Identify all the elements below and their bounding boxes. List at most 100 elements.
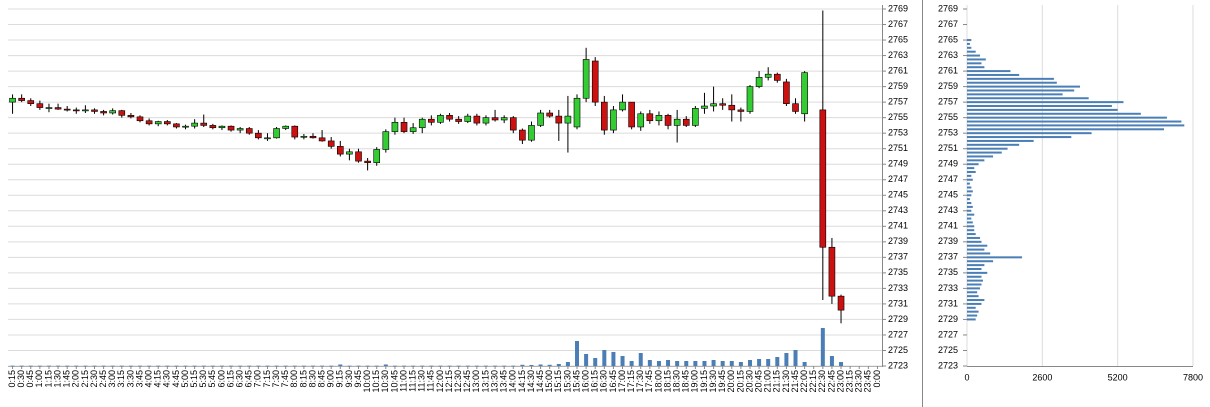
candle-body <box>537 112 544 126</box>
profile-bar <box>967 314 978 317</box>
volume-bar <box>92 365 97 367</box>
volume-bar <box>219 365 224 367</box>
profile-bar <box>967 209 972 212</box>
volume-bar <box>411 365 416 367</box>
profile-bar <box>967 267 982 270</box>
candle-body <box>655 115 663 122</box>
x-tick-label: 17:00 <box>617 370 627 393</box>
candle-body <box>72 109 80 112</box>
candle-body <box>236 128 244 131</box>
volume-bar <box>138 365 143 367</box>
x-tick-label: 17:15 <box>626 370 636 393</box>
candle-body <box>455 118 462 122</box>
volume-bar <box>766 359 771 366</box>
volume-bar <box>192 365 197 367</box>
volume-bar <box>383 364 388 366</box>
profile-bar <box>967 256 1023 259</box>
y-tick-label: 2749 <box>938 159 958 169</box>
y-tick-label: 2761 <box>938 65 958 75</box>
profile-bar <box>967 299 985 302</box>
x-tick-label: 12:00 <box>435 370 445 393</box>
volume-bar <box>784 353 789 366</box>
candle-body <box>437 115 444 123</box>
x-tick-label: 15:30 <box>562 370 572 393</box>
profile-bar <box>967 318 976 321</box>
candle-body <box>473 115 481 124</box>
profile-bar <box>967 213 975 216</box>
volume-bar <box>392 365 397 367</box>
profile-bar <box>967 275 982 278</box>
y-tick-label: 2767 <box>888 19 908 29</box>
profile-bar <box>967 50 976 53</box>
volume-bar <box>238 365 243 367</box>
volume-bar <box>274 365 279 367</box>
profile-bar <box>967 170 976 173</box>
x-tick-label: 17:45 <box>644 370 654 393</box>
profile-bar <box>967 46 972 49</box>
volume-bar <box>611 352 616 366</box>
volume-bar <box>28 365 33 367</box>
candle-body <box>227 125 235 131</box>
x-tick-label: 14:00 <box>508 370 518 393</box>
candle-body <box>245 128 253 134</box>
x-tick-label: 19:00 <box>690 370 700 393</box>
y-tick-label: 2759 <box>888 81 908 91</box>
candle-body <box>209 125 217 129</box>
volume-bar <box>793 350 798 366</box>
y-tick-label: 2767 <box>938 19 958 29</box>
profile-bar <box>967 77 1054 80</box>
x-tick-label: 5:45 <box>207 370 217 388</box>
profile-bar <box>967 283 982 286</box>
profile-bar <box>967 174 972 177</box>
candle-body <box>118 110 126 116</box>
x-tick-label: 19:15 <box>699 370 709 393</box>
x-tick-label: 6:30 <box>235 370 245 388</box>
volume-bar <box>647 360 652 366</box>
x-tick-label: 13:00 <box>471 370 481 393</box>
volume-bar <box>420 365 425 367</box>
candle-body <box>446 115 453 120</box>
candle-body <box>300 135 308 138</box>
y-tick-label: 2737 <box>888 252 908 262</box>
x-tick-label: 15:15 <box>553 370 563 393</box>
volume-bar <box>638 353 643 366</box>
candle-body <box>728 104 736 111</box>
profile-bar <box>967 139 1034 142</box>
volume-bar <box>593 358 598 366</box>
x-tick-label: 14:15 <box>517 370 527 393</box>
candle-body <box>664 115 672 126</box>
profile-bar <box>967 39 972 42</box>
candle-body <box>136 116 144 122</box>
x-tick-label: 22:45 <box>826 370 836 393</box>
candle-body <box>783 81 790 104</box>
volume-bar <box>429 365 434 367</box>
candle-body <box>346 151 353 155</box>
volume-bar <box>374 365 379 367</box>
profile-bar <box>967 124 1185 127</box>
x-tick-label: 7:00 <box>253 370 263 388</box>
y-tick-label: 2769 <box>938 3 958 13</box>
y-tick-label: 2739 <box>888 236 908 246</box>
profile-bar <box>967 225 975 228</box>
volume-bar <box>556 364 561 366</box>
x-tick-label: 22:00 <box>799 370 809 393</box>
profile-bar <box>967 136 1072 139</box>
x-tick-label: 14:45 <box>535 370 545 393</box>
volume-bar <box>547 364 552 366</box>
profile-bar <box>967 178 973 181</box>
x-tick-label: 1:30 <box>52 370 62 388</box>
candle-body <box>318 137 326 142</box>
y-tick-label: 2727 <box>888 329 908 339</box>
volume-bar <box>584 354 589 366</box>
profile-bar <box>967 101 1124 104</box>
x-tick-label: 4:30 <box>162 370 172 388</box>
profile-bar <box>967 271 988 274</box>
volume-bar <box>656 361 661 366</box>
x-tick-label: 21:30 <box>781 370 791 393</box>
volume-bar <box>201 365 206 367</box>
y-tick-label: 2739 <box>938 236 958 246</box>
profile-bar <box>967 260 994 263</box>
volume-bar <box>702 361 707 366</box>
candle-body <box>464 115 472 122</box>
